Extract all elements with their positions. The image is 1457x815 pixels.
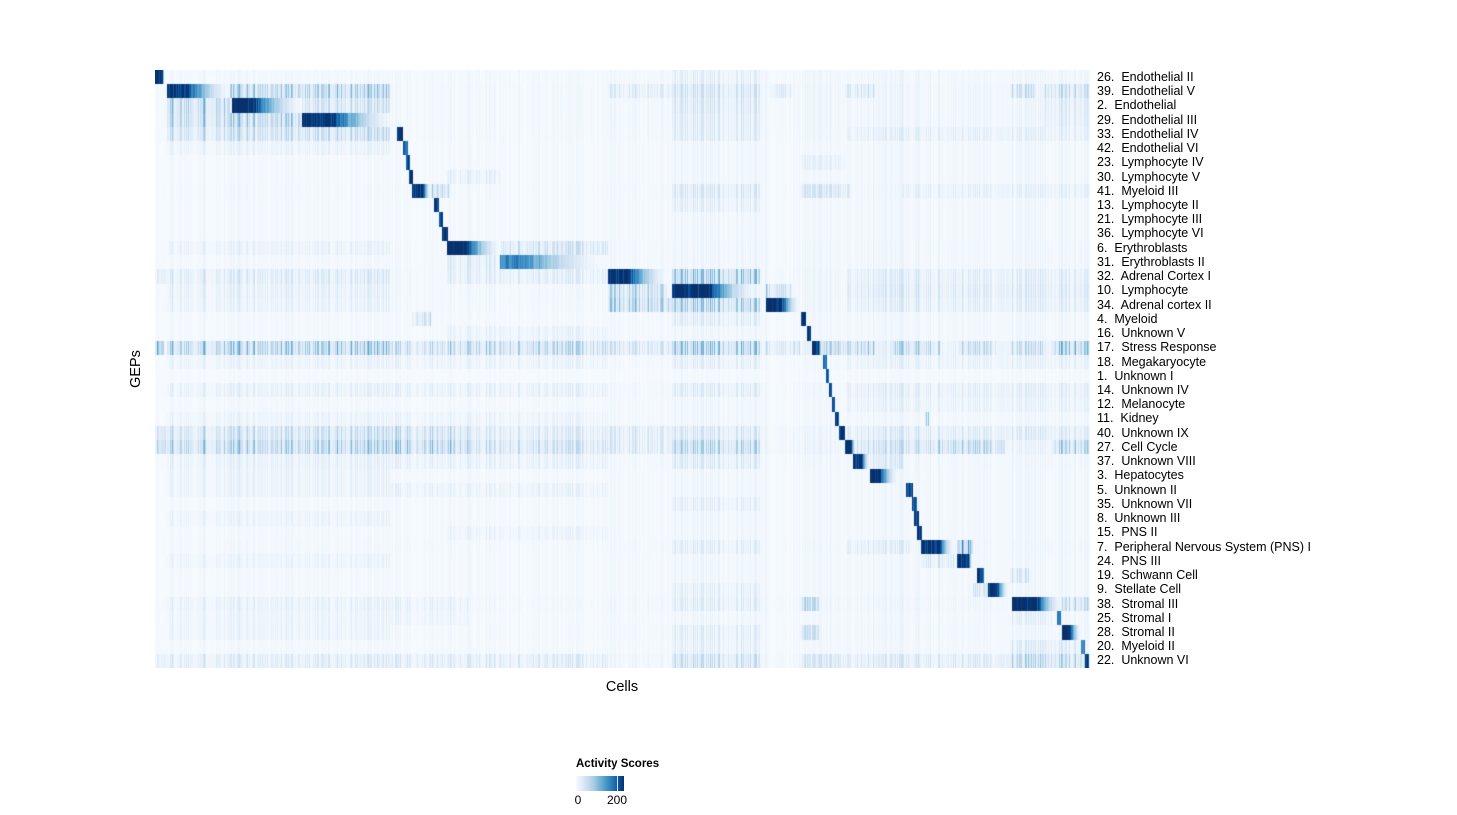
colorbar-tick-200: 200	[606, 793, 628, 807]
colorbar-gradient	[576, 776, 624, 791]
row-label: 8. Unknown III	[1097, 511, 1181, 526]
row-label: 3. Hepatocytes	[1097, 468, 1184, 483]
row-label: 24. PNS III	[1097, 553, 1161, 568]
gep-row-labels: 26. Endothelial II 39. Endothelial V 2. En…	[1097, 70, 1457, 668]
row-label: 23. Lymphocyte IV	[1097, 155, 1204, 170]
row-label: 37. Unknown VIII	[1097, 454, 1196, 469]
row-label: 32. Adrenal Cortex I	[1097, 269, 1211, 284]
legend-title: Activity Scores	[576, 758, 660, 770]
row-label: 38. Stromal III	[1097, 596, 1179, 611]
row-label: 13. Lymphocyte II	[1097, 197, 1199, 212]
row-label: 11. Kidney	[1097, 411, 1159, 426]
colorbar-tick-0: 0	[574, 793, 582, 807]
row-label: 41. Myeloid III	[1097, 183, 1179, 198]
row-label: 25. Stromal I	[1097, 610, 1172, 625]
row-label: 22. Unknown VI	[1097, 653, 1189, 668]
y-axis-label: GEPs	[128, 350, 144, 388]
row-label: 20. Myeloid II	[1097, 639, 1175, 654]
row-label: 39. Endothelial V	[1097, 84, 1195, 99]
row-label: 30. Lymphocyte V	[1097, 169, 1201, 184]
row-label: 1. Unknown I	[1097, 368, 1174, 383]
row-label: 21. Lymphocyte III	[1097, 212, 1203, 227]
row-label: 4. Myeloid	[1097, 311, 1158, 326]
row-label: 12. Melanocyte	[1097, 397, 1186, 412]
gep-activity-heatmap	[155, 70, 1090, 668]
row-label: 5. Unknown II	[1097, 482, 1177, 497]
row-label: 19. Schwann Cell	[1097, 568, 1198, 583]
row-label: 40. Unknown IX	[1097, 425, 1189, 440]
x-axis-label: Cells	[605, 679, 639, 695]
row-label: 29. Endothelial III	[1097, 112, 1198, 127]
colorbar-tick-labels: 0 200	[574, 793, 628, 807]
row-label: 35. Unknown VII	[1097, 496, 1193, 511]
row-label: 26. Endothelial II	[1097, 69, 1194, 84]
row-label: 2. Endothelial	[1097, 98, 1177, 113]
row-label: 16. Unknown V	[1097, 326, 1186, 341]
row-label: 15. PNS II	[1097, 525, 1158, 540]
row-label: 14. Unknown IV	[1097, 383, 1189, 398]
row-label: 7. Peripheral Nervous System (PNS) I	[1097, 539, 1311, 554]
row-label: 31. Erythroblasts II	[1097, 254, 1205, 269]
row-label: 33. Endothelial IV	[1097, 126, 1199, 141]
row-label: 28. Stromal II	[1097, 625, 1175, 639]
row-label: 27. Cell Cycle	[1097, 439, 1178, 454]
row-label: 34. Adrenal cortex II	[1097, 297, 1212, 312]
row-label: 17. Stress Response	[1097, 340, 1217, 355]
row-label: 18. Megakaryocyte	[1097, 354, 1207, 369]
row-label: 42. Endothelial VI	[1097, 141, 1199, 156]
row-label: 36. Lymphocyte VI	[1097, 226, 1204, 241]
row-label: 9. Stellate Cell	[1097, 582, 1182, 597]
row-label: 10. Lymphocyte	[1097, 283, 1189, 298]
colorbar-legend: Activity Scores 0 200	[574, 758, 696, 807]
colorbar-tick-mark	[616, 776, 619, 791]
row-label: 6. Erythroblasts	[1097, 240, 1188, 255]
